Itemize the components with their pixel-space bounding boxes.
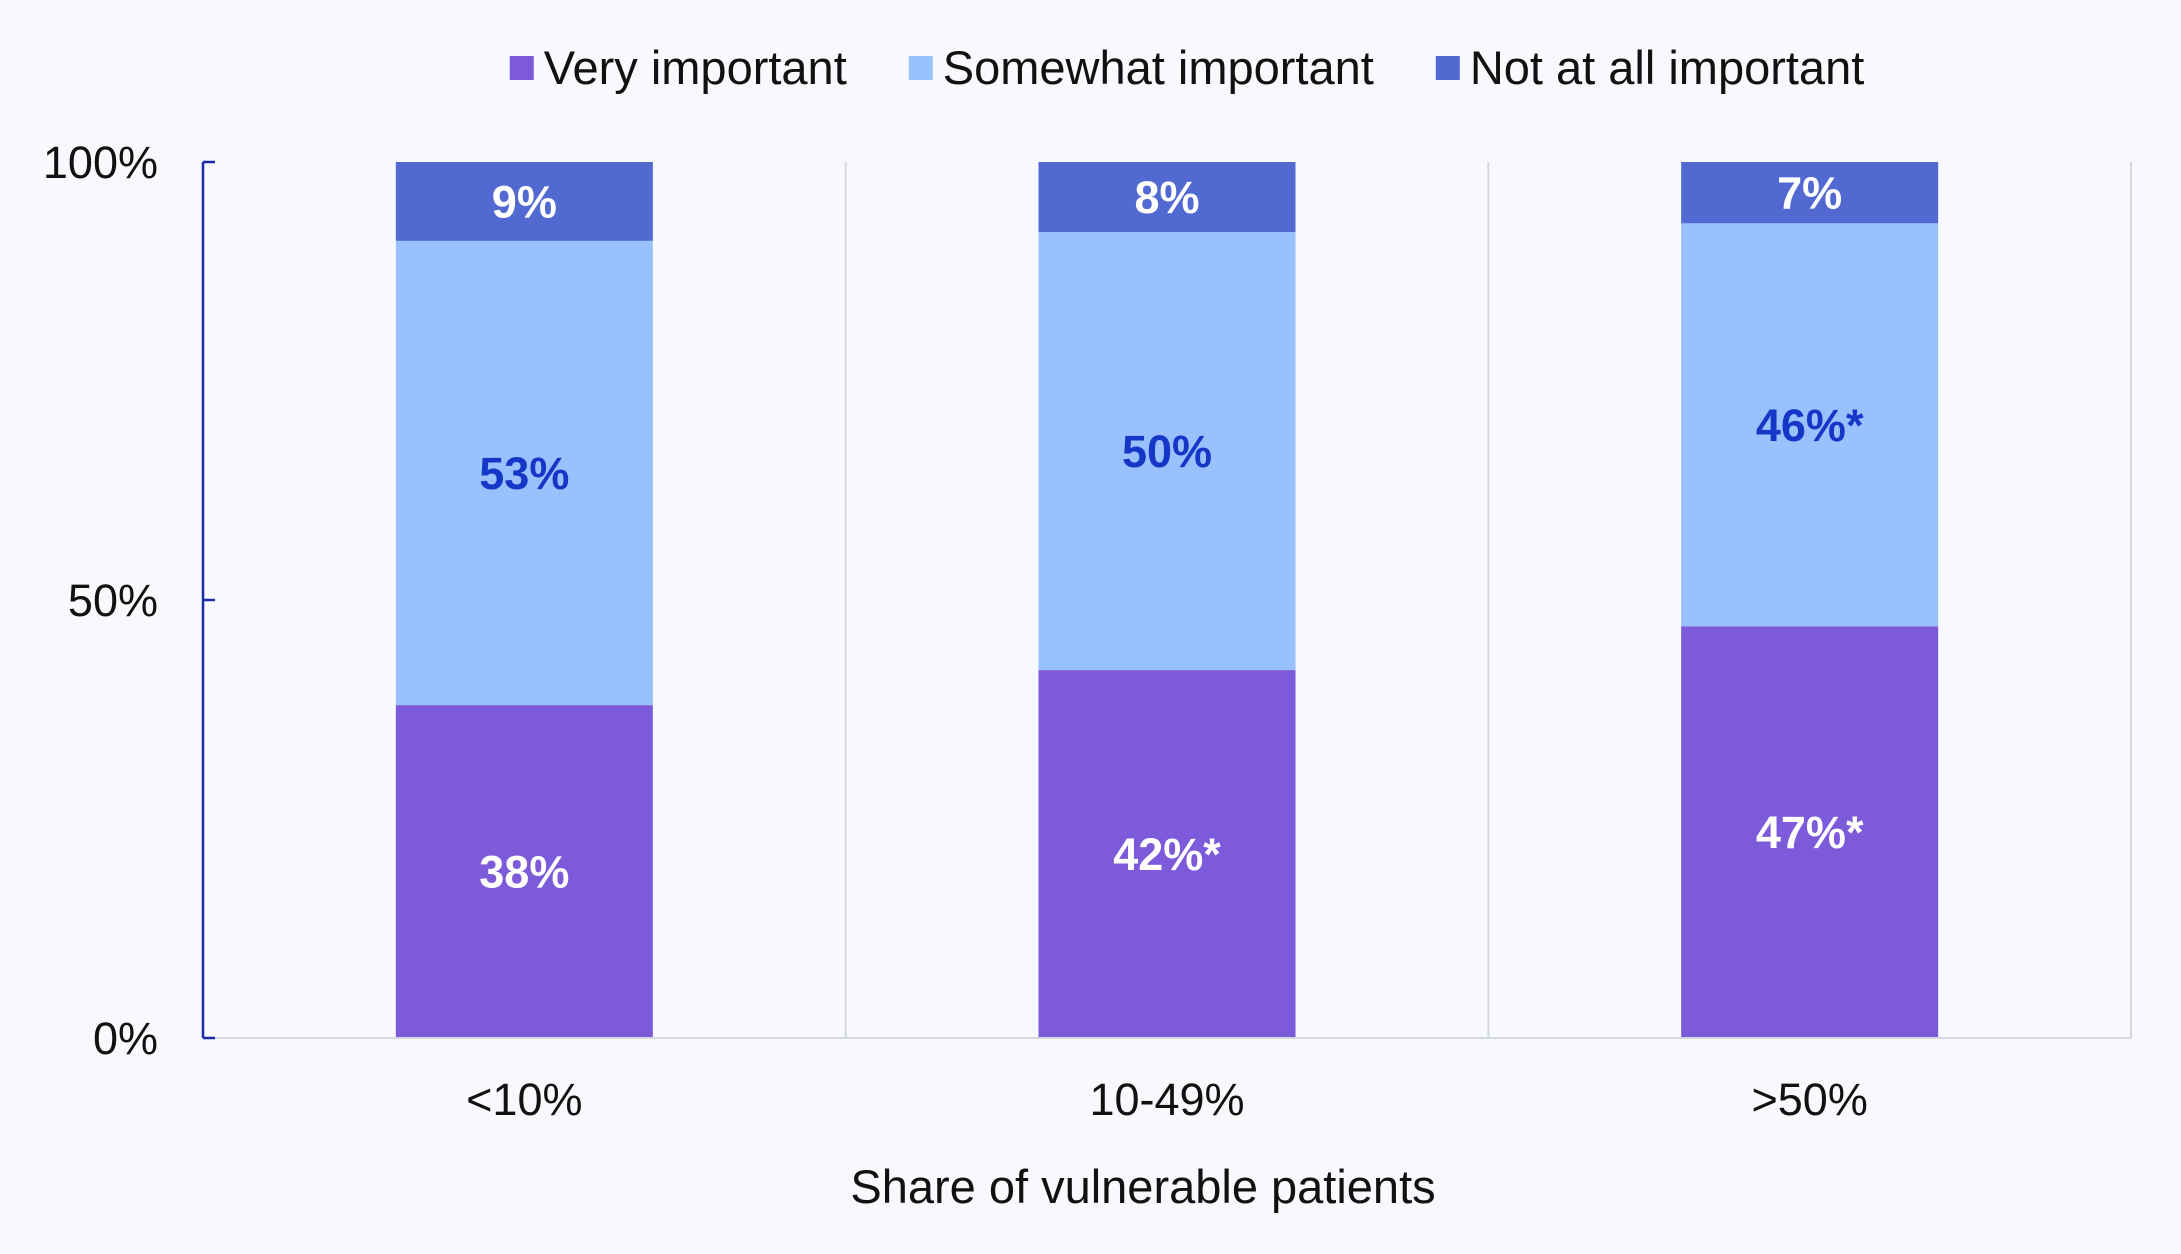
bars: 38% 53% 9% <10% 42%* 50% 8% 10-49% 47%* 46%* 7% >50… — [396, 162, 1938, 1125]
data-label: 8% — [1134, 172, 1199, 223]
data-label: 50% — [1122, 426, 1212, 477]
legend-swatch — [510, 56, 534, 80]
legend: Very important Somewhat important Not at a… — [510, 41, 1865, 94]
data-label: 38% — [479, 847, 569, 898]
legend-item: Very important — [510, 41, 847, 94]
legend-swatch — [909, 56, 933, 80]
x-axis-title: Share of vulnerable patients — [850, 1160, 1435, 1213]
stacked-bar-chart: Very important Somewhat important Not at a… — [0, 0, 2181, 1254]
data-label: 47%* — [1756, 807, 1864, 858]
legend-label: Very important — [544, 41, 847, 94]
legend-item: Somewhat important — [909, 41, 1374, 94]
y-tick-label: 0% — [93, 1013, 158, 1064]
gridlines — [846, 162, 2131, 1038]
legend-swatch — [1436, 56, 1460, 80]
legend-item: Not at all important — [1436, 41, 1864, 94]
category-label: >50% — [1751, 1074, 1867, 1125]
category-label: <10% — [466, 1074, 582, 1125]
legend-label: Somewhat important — [943, 41, 1374, 94]
y-tick-label: 50% — [68, 575, 158, 626]
data-label: 9% — [492, 176, 557, 227]
data-label: 7% — [1777, 168, 1842, 219]
data-label: 42%* — [1113, 829, 1221, 880]
legend-label: Not at all important — [1470, 41, 1864, 94]
data-label: 53% — [479, 448, 569, 499]
category-label: 10-49% — [1089, 1074, 1244, 1125]
data-label: 46%* — [1756, 400, 1864, 451]
y-tick-label: 100% — [43, 137, 158, 188]
